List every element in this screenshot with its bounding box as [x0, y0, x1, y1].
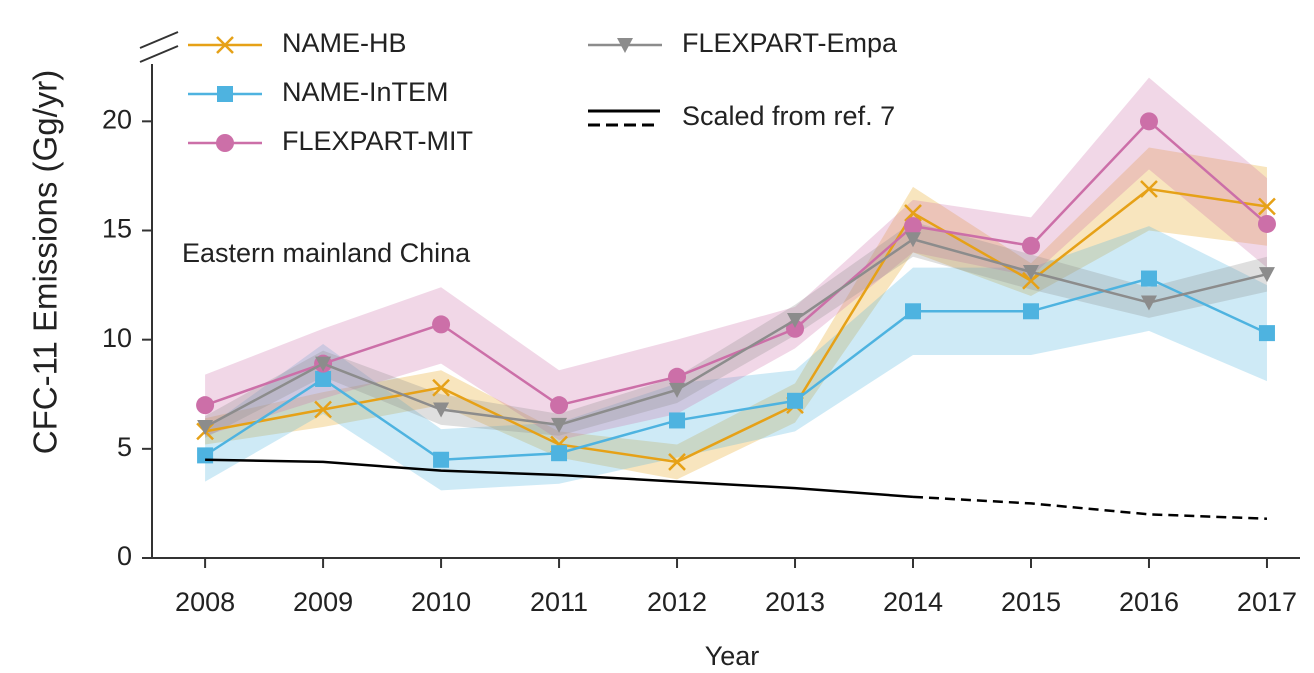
series-line [204, 187, 1268, 464]
marker [1021, 236, 1040, 255]
marker [1257, 214, 1276, 233]
break-mark [139, 31, 179, 49]
y-axis-label: CFC-11 Emissions (Gg/yr) [27, 70, 64, 454]
marker [1022, 303, 1039, 320]
y-tick-label: 15 [102, 214, 132, 244]
marker [432, 378, 450, 397]
y-tick-label: 20 [102, 104, 132, 134]
legend-bg [584, 25, 588, 26]
annotation: Eastern mainland China [182, 238, 471, 268]
marker [1022, 264, 1039, 280]
marker [433, 402, 450, 418]
legend-label: FLEXPART-Empa [682, 28, 898, 58]
y-tick-label: 10 [102, 323, 132, 353]
marker [1140, 270, 1157, 287]
marker [1258, 197, 1276, 216]
marker [786, 319, 805, 338]
uncertainty-band [205, 147, 1267, 480]
marker [905, 303, 922, 320]
x-tick-label: 2009 [293, 587, 353, 617]
legend-label: NAME-InTEM [282, 77, 449, 107]
marker [1140, 295, 1157, 311]
uncertainty-band [205, 221, 1267, 438]
uncertainty-band [205, 77, 1267, 441]
marker [314, 400, 332, 419]
x-tick-label: 2012 [647, 587, 707, 617]
series-line [205, 458, 914, 499]
x-tick-label: 2010 [411, 587, 471, 617]
marker [197, 420, 214, 435]
series-line [204, 119, 1268, 407]
break-mark [139, 45, 179, 63]
marker [787, 392, 804, 409]
series-line [204, 277, 1268, 462]
x-tick-label: 2015 [1001, 587, 1061, 617]
legend-label: FLEXPART-MIT [282, 126, 473, 156]
legend-marker [217, 86, 233, 102]
marker [904, 217, 923, 236]
marker [196, 396, 215, 415]
axis-break [139, 31, 179, 63]
legend-bg [184, 123, 188, 124]
legend-bg [184, 74, 188, 75]
x-tick-label: 2017 [1237, 587, 1297, 617]
legend-bg [184, 25, 188, 26]
marker [904, 204, 922, 222]
marker [1022, 271, 1040, 290]
legend-marker [216, 134, 234, 152]
x-tick-label: 2013 [765, 587, 825, 617]
marker [905, 232, 922, 248]
legend-label: NAME-HB [282, 28, 407, 58]
series-line [912, 495, 1268, 520]
uncertainty-band [205, 226, 1267, 491]
legend-bg [584, 98, 588, 99]
x-tick-label: 2008 [175, 587, 235, 617]
series-line [204, 237, 1268, 429]
legend-label: Scaled from ref. 7 [682, 101, 895, 131]
marker [668, 453, 686, 471]
marker [1258, 267, 1275, 283]
marker [1139, 112, 1158, 131]
marker [550, 396, 569, 415]
legend-marker [216, 36, 234, 54]
marker [668, 367, 687, 386]
marker [1140, 180, 1158, 198]
marker [551, 445, 568, 462]
x-tick-label: 2016 [1119, 587, 1179, 617]
marker [669, 382, 686, 398]
marker [433, 451, 450, 468]
marker [315, 370, 332, 387]
marker [787, 313, 804, 329]
legend-marker [617, 38, 633, 53]
x-tick-label: 2014 [883, 587, 943, 617]
marker [669, 412, 686, 429]
marker [315, 356, 332, 372]
x-axis-label: Year [705, 641, 760, 671]
y-tick-label: 0 [117, 541, 132, 571]
y-tick-label: 5 [117, 432, 132, 462]
marker [432, 315, 451, 334]
marker [551, 417, 568, 433]
x-tick-label: 2011 [530, 587, 588, 617]
marker [1258, 325, 1275, 342]
